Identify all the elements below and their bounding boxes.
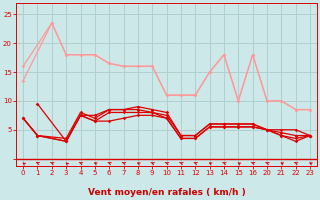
X-axis label: Vent moyen/en rafales ( km/h ): Vent moyen/en rafales ( km/h ) bbox=[88, 188, 245, 197]
